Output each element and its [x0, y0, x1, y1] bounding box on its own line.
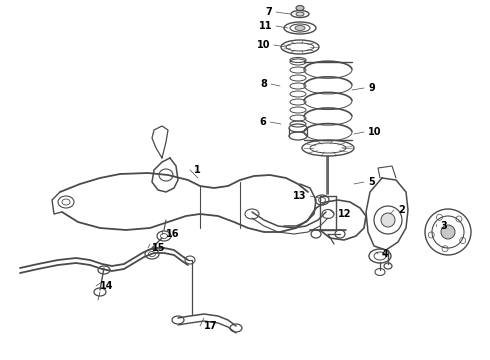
Text: 17: 17 — [204, 321, 218, 331]
Ellipse shape — [381, 213, 395, 227]
Text: 13: 13 — [293, 191, 306, 201]
Text: 2: 2 — [398, 205, 405, 215]
Text: 7: 7 — [265, 7, 272, 17]
Text: 4: 4 — [382, 249, 389, 259]
Text: 16: 16 — [166, 229, 179, 239]
Text: 14: 14 — [100, 281, 114, 291]
Text: 3: 3 — [440, 221, 447, 231]
Text: 11: 11 — [259, 21, 272, 31]
Text: 10: 10 — [368, 127, 382, 137]
Text: 8: 8 — [260, 79, 267, 89]
Text: 10: 10 — [256, 40, 270, 50]
Text: 9: 9 — [368, 83, 375, 93]
Text: 1: 1 — [194, 165, 201, 175]
Ellipse shape — [295, 26, 305, 31]
Ellipse shape — [296, 5, 304, 10]
Text: 15: 15 — [152, 243, 166, 253]
Text: 6: 6 — [259, 117, 266, 127]
Ellipse shape — [441, 225, 455, 239]
Ellipse shape — [296, 12, 304, 16]
Text: 12: 12 — [338, 209, 351, 219]
Text: 5: 5 — [368, 177, 375, 187]
